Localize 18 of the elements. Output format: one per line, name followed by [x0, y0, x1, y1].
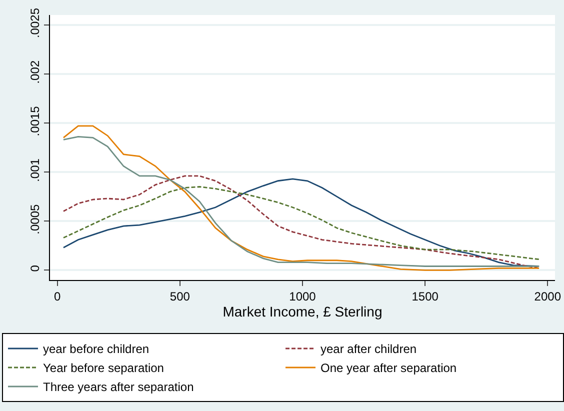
line-series [62, 186, 540, 260]
x-tick-label: 1000 [289, 289, 316, 304]
y-tick-label: .0025 [28, 8, 42, 38]
x-axis-title: Market Income, £ Sterling [222, 304, 382, 320]
y-tick-label: .0005 [28, 204, 42, 234]
y-tick-label: .001 [28, 158, 42, 182]
x-tick-label: 2000 [534, 289, 562, 304]
legend-label: Three years after separation [43, 380, 194, 394]
legend-label: Year before separation [43, 361, 164, 376]
legend-label: year before children [43, 342, 150, 356]
legend-label: One year after separation [320, 361, 457, 376]
x-tick-label: 500 [170, 289, 190, 304]
y-tick-label: 0 [28, 264, 42, 272]
y-tick-label: .0015 [28, 106, 42, 136]
x-tick-label: 1500 [412, 289, 439, 304]
y-tick-label: .002 [28, 60, 42, 84]
x-tick-label: 0 [54, 289, 62, 304]
legend-label: year after children [320, 342, 417, 356]
